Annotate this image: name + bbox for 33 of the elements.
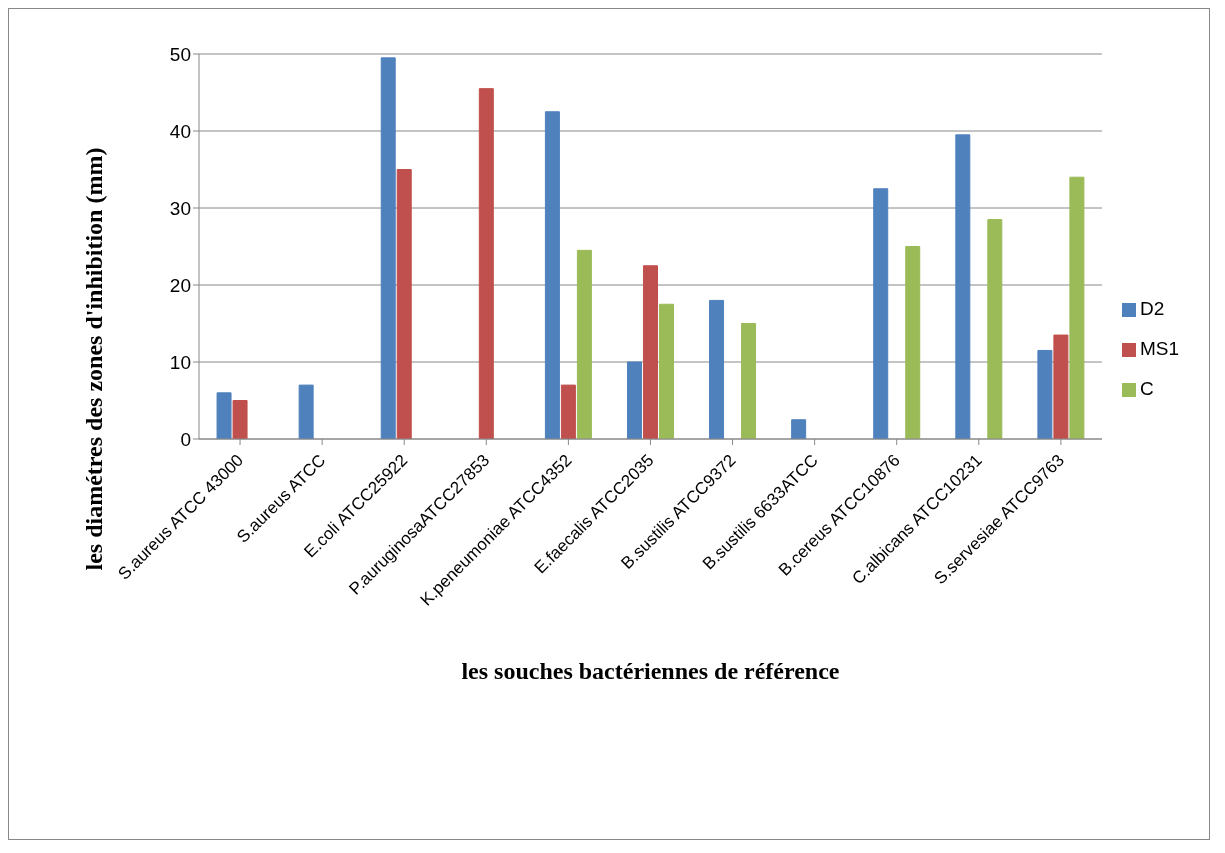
- legend-label: MS1: [1139, 338, 1179, 359]
- bar: [987, 219, 1003, 439]
- y-tick-label: 50: [169, 43, 191, 65]
- bar: [298, 384, 314, 439]
- bar: [1069, 176, 1085, 439]
- legend-label: D2: [1139, 298, 1165, 319]
- bar: [1053, 334, 1069, 439]
- y-tick-label: 20: [169, 274, 191, 296]
- y-axis-title: les diamétres des zones d'inhibition (mm): [80, 147, 108, 571]
- bar: [232, 400, 248, 439]
- y-tick-label: 40: [169, 120, 191, 142]
- bar: [626, 361, 642, 439]
- bar: [741, 323, 757, 439]
- bar: [873, 188, 889, 439]
- y-tick-label: 0: [180, 428, 191, 450]
- legend-label: C: [1139, 378, 1154, 399]
- bar: [955, 134, 971, 439]
- bar: [380, 57, 396, 439]
- y-tick-label: 10: [169, 351, 191, 373]
- bar: [1037, 349, 1053, 439]
- bar: [709, 299, 725, 439]
- bar: [576, 249, 592, 439]
- bar: [544, 111, 560, 439]
- y-tick-label: 30: [169, 197, 191, 219]
- bar: [396, 169, 412, 439]
- bar: [905, 246, 921, 439]
- bar: [478, 88, 494, 439]
- bar: [791, 419, 807, 439]
- bar: [642, 265, 658, 439]
- bar: [560, 384, 576, 439]
- bar: [216, 392, 232, 439]
- bar: [658, 303, 674, 439]
- x-axis-title: les souches bactériennes de référence: [461, 658, 840, 684]
